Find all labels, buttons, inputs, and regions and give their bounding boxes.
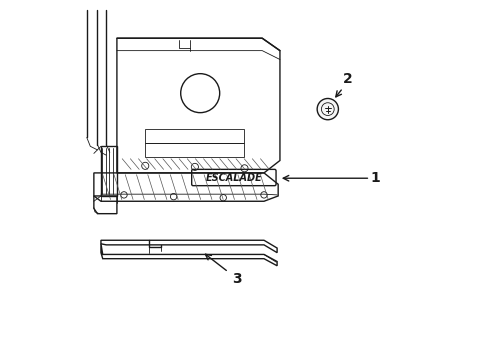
Circle shape [317, 99, 338, 120]
Text: 2: 2 [342, 72, 351, 86]
Text: 3: 3 [232, 272, 242, 286]
Text: ESCALADE: ESCALADE [205, 172, 262, 183]
Text: 1: 1 [370, 171, 380, 185]
